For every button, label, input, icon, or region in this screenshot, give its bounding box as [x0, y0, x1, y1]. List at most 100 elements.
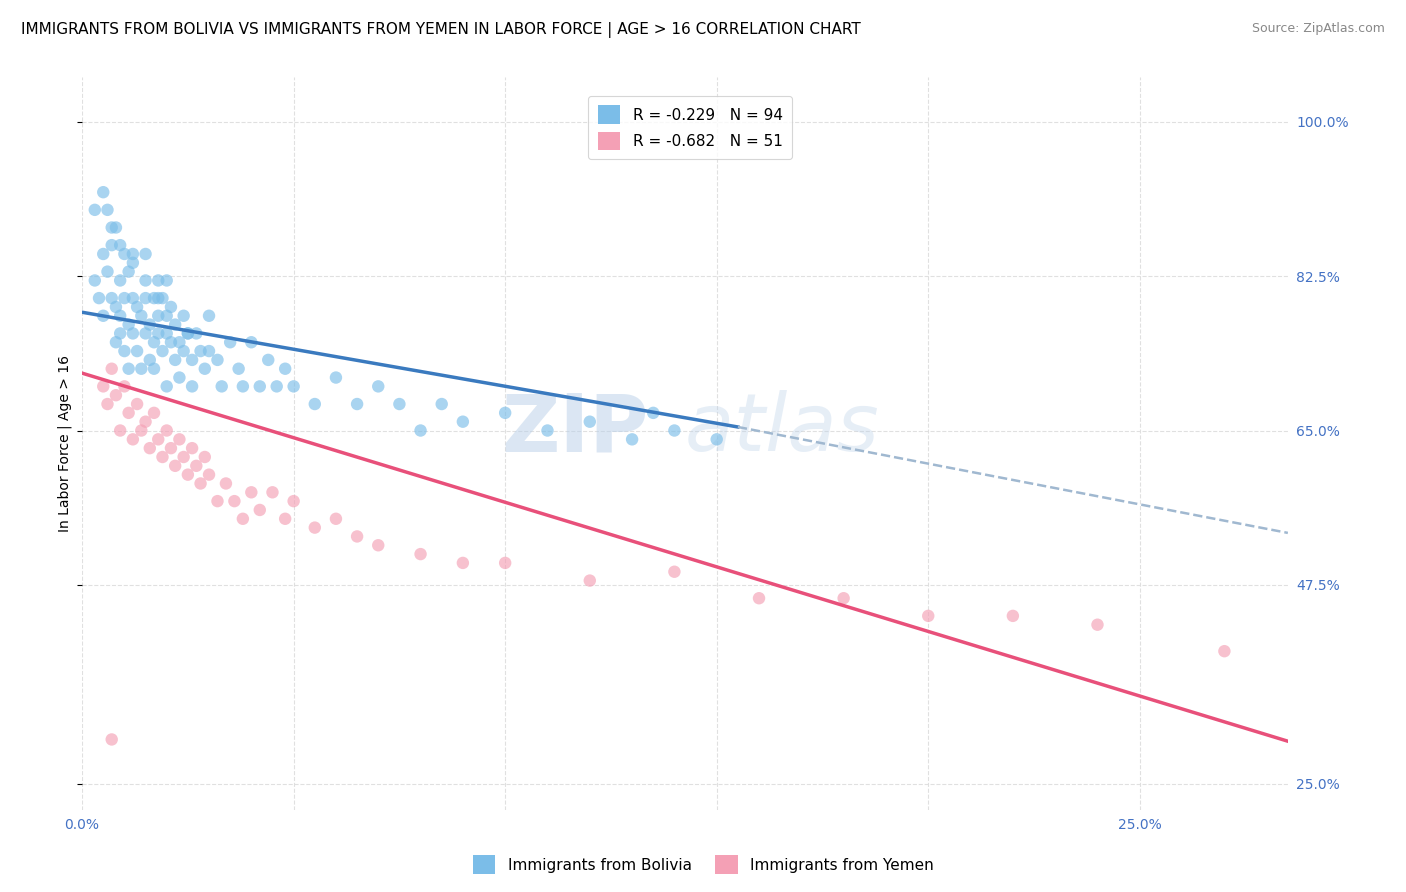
Point — [186, 326, 208, 341]
Point — [87, 291, 110, 305]
Point — [409, 424, 432, 438]
Point — [148, 291, 170, 305]
Point — [152, 344, 174, 359]
Point — [224, 494, 246, 508]
Point — [143, 361, 166, 376]
Point — [100, 238, 122, 252]
Point — [177, 326, 200, 341]
Point — [190, 476, 212, 491]
Text: ZIP: ZIP — [502, 390, 648, 468]
Point — [240, 335, 263, 350]
Point — [274, 361, 297, 376]
Point — [664, 424, 686, 438]
Point — [1213, 644, 1236, 658]
Text: IMMIGRANTS FROM BOLIVIA VS IMMIGRANTS FROM YEMEN IN LABOR FORCE | AGE > 16 CORRE: IMMIGRANTS FROM BOLIVIA VS IMMIGRANTS FR… — [21, 22, 860, 38]
Point — [211, 379, 233, 393]
Point — [152, 450, 174, 464]
Point — [165, 458, 187, 473]
Point — [104, 388, 127, 402]
Point — [325, 370, 347, 384]
Point — [108, 309, 131, 323]
Point — [1001, 608, 1024, 623]
Point — [169, 433, 191, 447]
Point — [832, 591, 855, 606]
Point — [169, 335, 191, 350]
Point — [198, 309, 221, 323]
Point — [100, 291, 122, 305]
Point — [117, 265, 139, 279]
Point — [304, 520, 326, 534]
Point — [578, 415, 600, 429]
Point — [148, 309, 170, 323]
Point — [388, 397, 411, 411]
Point — [117, 406, 139, 420]
Text: Source: ZipAtlas.com: Source: ZipAtlas.com — [1251, 22, 1385, 36]
Point — [127, 397, 149, 411]
Point — [127, 344, 149, 359]
Point — [112, 379, 135, 393]
Point — [148, 273, 170, 287]
Y-axis label: In Labor Force | Age > 16: In Labor Force | Age > 16 — [58, 355, 72, 533]
Point — [91, 379, 114, 393]
Point — [181, 379, 204, 393]
Point — [96, 397, 118, 411]
Point — [91, 247, 114, 261]
Point — [156, 326, 179, 341]
Point — [96, 202, 118, 217]
Point — [194, 361, 217, 376]
Point — [83, 202, 105, 217]
Point — [232, 512, 254, 526]
Point — [494, 556, 516, 570]
Point — [121, 247, 143, 261]
Point — [215, 476, 238, 491]
Point — [131, 309, 153, 323]
Point — [664, 565, 686, 579]
Point — [148, 433, 170, 447]
Point — [117, 318, 139, 332]
Point — [135, 291, 157, 305]
Point — [127, 300, 149, 314]
Point — [96, 265, 118, 279]
Point — [304, 397, 326, 411]
Point — [160, 300, 183, 314]
Point — [104, 300, 127, 314]
Point — [104, 220, 127, 235]
Point — [262, 485, 284, 500]
Point — [1087, 617, 1109, 632]
Point — [135, 273, 157, 287]
Point — [257, 352, 280, 367]
Point — [219, 335, 242, 350]
Point — [198, 344, 221, 359]
Point — [143, 335, 166, 350]
Point — [135, 326, 157, 341]
Point — [228, 361, 250, 376]
Point — [117, 361, 139, 376]
Point — [91, 309, 114, 323]
Point — [643, 406, 665, 420]
Point — [249, 379, 271, 393]
Point — [177, 467, 200, 482]
Point — [169, 370, 191, 384]
Point — [198, 467, 221, 482]
Point — [367, 538, 389, 552]
Point — [232, 379, 254, 393]
Point — [156, 424, 179, 438]
Point — [143, 291, 166, 305]
Point — [112, 291, 135, 305]
Point — [156, 379, 179, 393]
Point — [156, 309, 179, 323]
Point — [108, 273, 131, 287]
Point — [156, 273, 179, 287]
Point — [346, 397, 368, 411]
Point — [173, 309, 195, 323]
Point — [621, 433, 644, 447]
Point — [100, 732, 122, 747]
Point — [451, 556, 474, 570]
Point — [121, 291, 143, 305]
Legend: Immigrants from Bolivia, Immigrants from Yemen: Immigrants from Bolivia, Immigrants from… — [467, 849, 939, 880]
Point — [108, 326, 131, 341]
Point — [152, 291, 174, 305]
Point — [409, 547, 432, 561]
Point — [104, 335, 127, 350]
Point — [83, 273, 105, 287]
